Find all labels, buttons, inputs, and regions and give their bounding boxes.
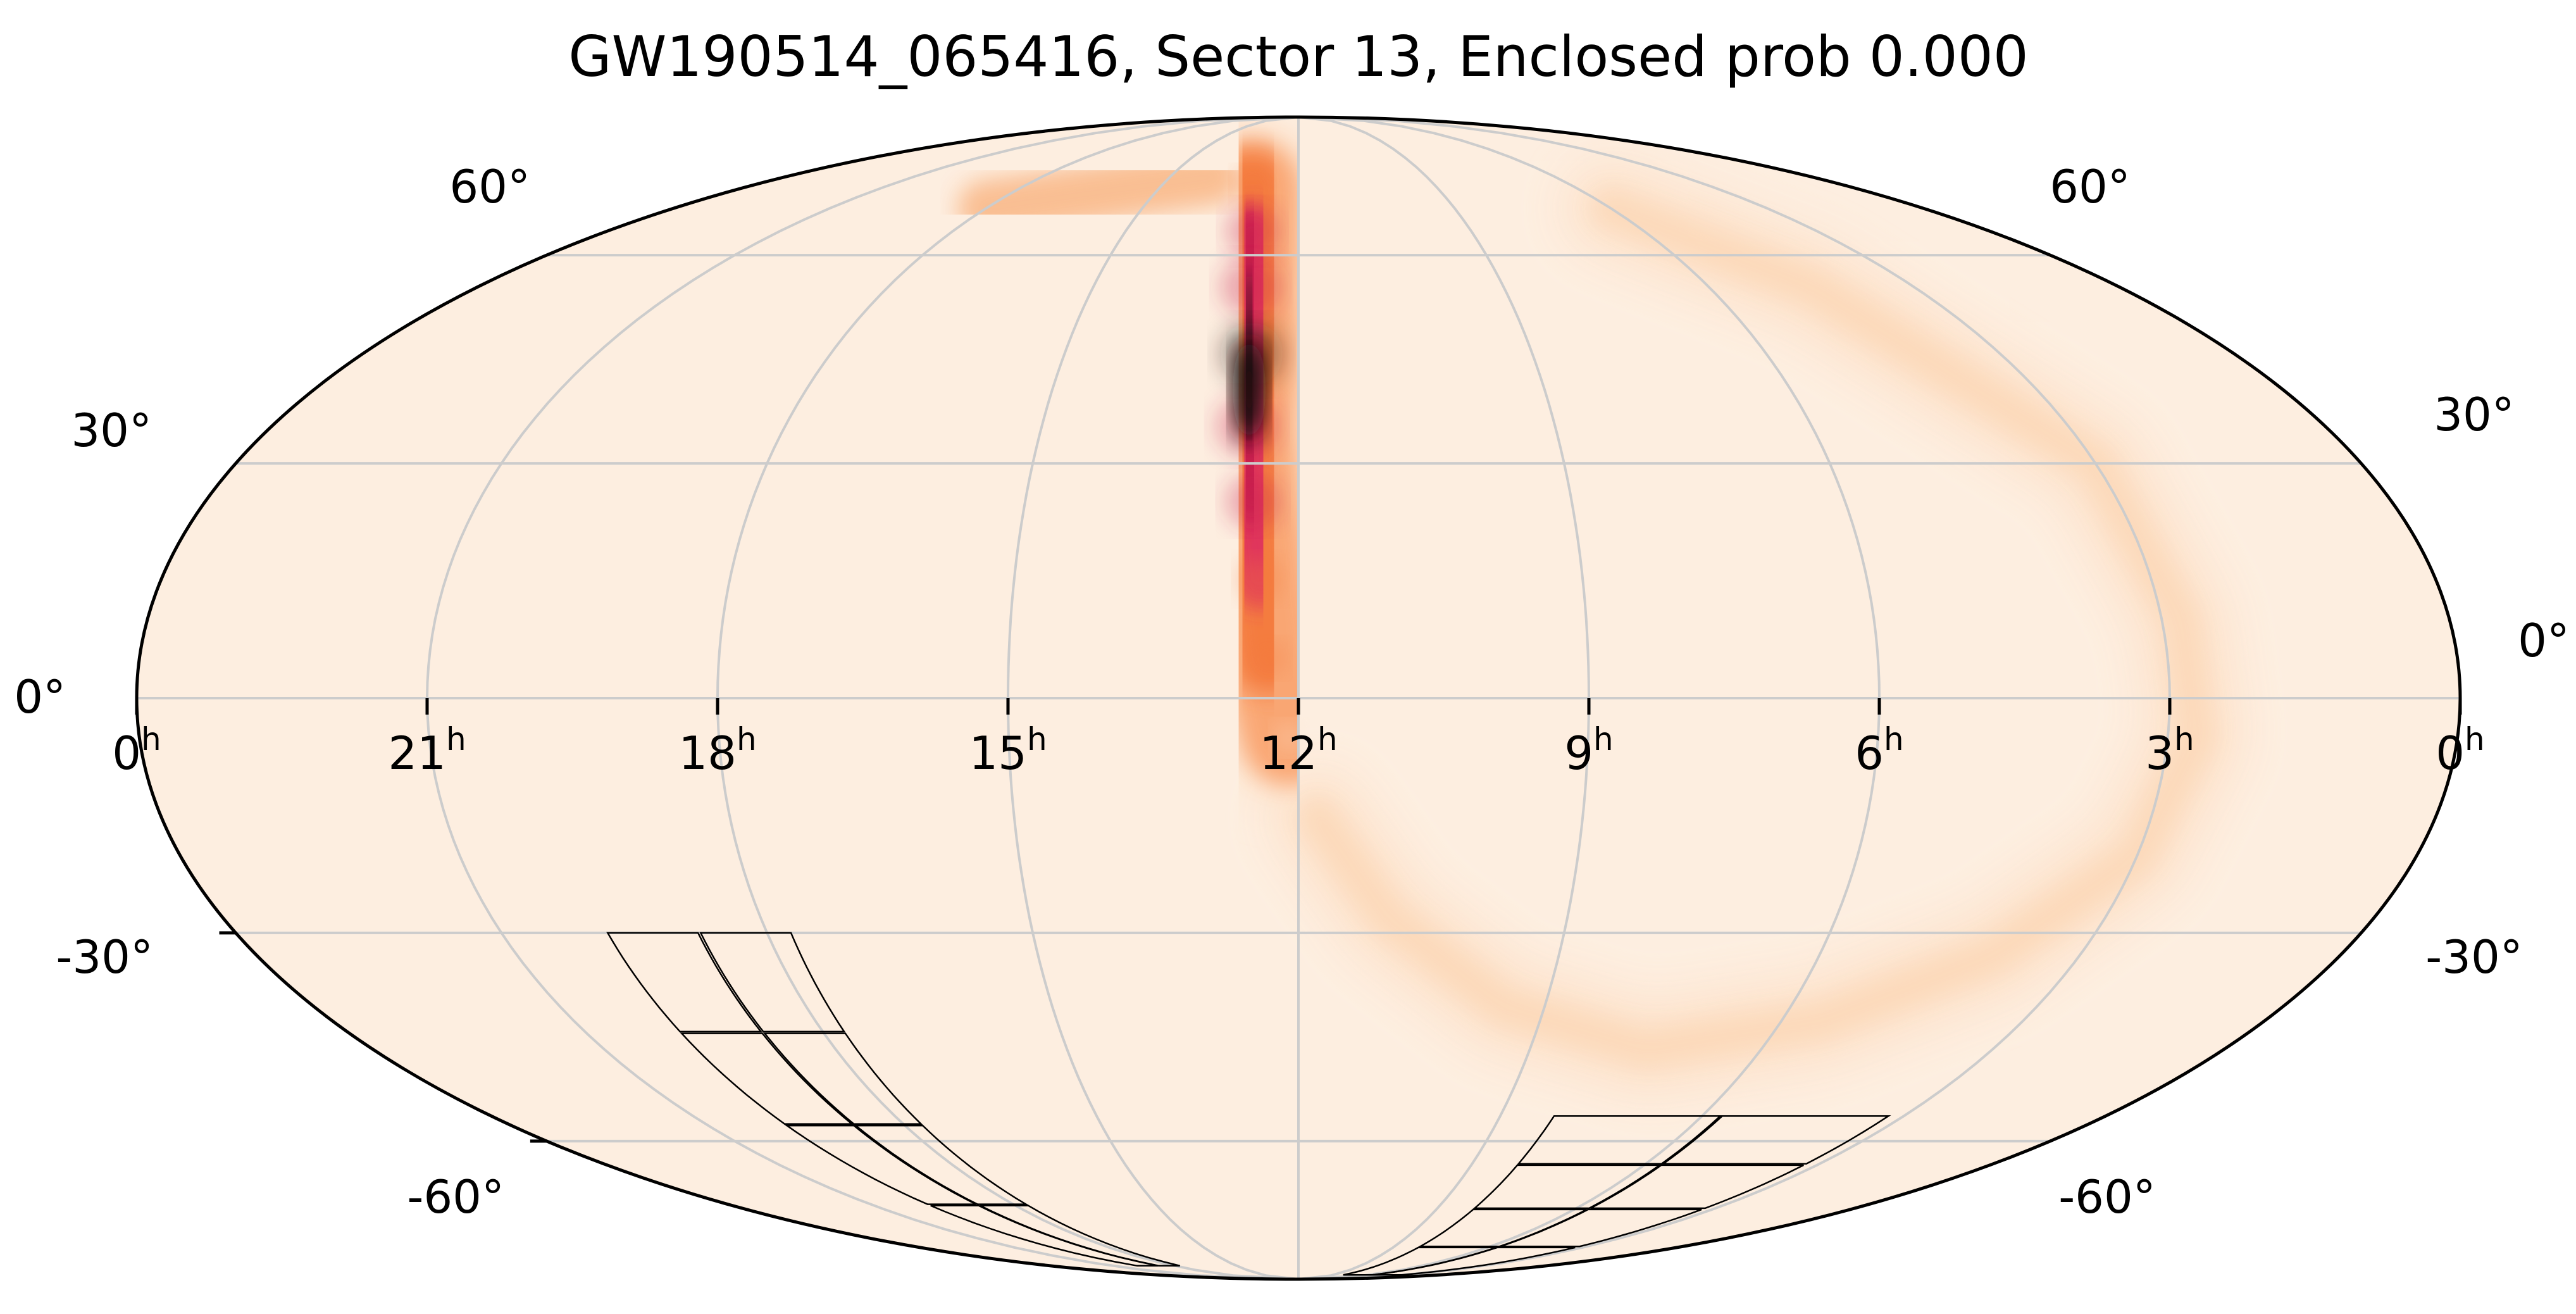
- tess-ccd: [1372, 1246, 1576, 1276]
- tess-ccd: [1500, 1208, 1702, 1248]
- ra-tick-label: 3h: [2145, 721, 2194, 780]
- tess-sector-footprint: [606, 932, 1891, 1276]
- prob-ridge-point: [1226, 205, 1279, 258]
- ra-tick-label: 0h: [2436, 721, 2485, 780]
- ra-tick-label: 21h: [388, 721, 466, 780]
- prob-ridge-point: [1226, 474, 1280, 529]
- chart-title: GW190514_065416, Sector 13, Enclosed pro…: [568, 24, 2028, 89]
- tess-ccd: [762, 1032, 923, 1125]
- ra-tick-labels: 0h 21h 18h 15h 12h 9h 6h 3h 0h: [112, 698, 2485, 780]
- tess-ccd: [699, 932, 846, 1033]
- ra-tick-label: 9h: [1564, 721, 1614, 780]
- prob-ridge-point: [1235, 169, 1270, 204]
- prob-ridge-point: [1221, 257, 1281, 317]
- tess-ccd: [680, 1032, 854, 1125]
- ra-tick-label: 15h: [969, 721, 1047, 780]
- dec-tick-labels: 60° 60° 30° 30° 0° 0° -30° -30° -60° -60°: [14, 160, 2570, 1223]
- ra-tick-label: 12h: [1259, 721, 1337, 780]
- tess-ccd: [1472, 1164, 1662, 1210]
- dec-tick-label-right: 30°: [2434, 388, 2515, 441]
- prob-ridge-point: [1252, 641, 1286, 675]
- prob-peak: [1233, 339, 1266, 441]
- dec-tick-label-left: -60°: [407, 1170, 504, 1223]
- ra-tick-label: 0h: [112, 721, 161, 780]
- dec-tick-label-left: 30°: [71, 404, 152, 457]
- tess-ccd: [1590, 1164, 1804, 1210]
- dec-tick-label-left: -30°: [56, 930, 153, 984]
- prob-ridge-point: [1239, 558, 1282, 601]
- tess-ccd: [1517, 1115, 1722, 1165]
- prob-north-band: [957, 148, 1242, 237]
- prob-arc-core: [1298, 189, 2216, 1068]
- prob-ridge-point: [1274, 723, 1304, 753]
- tess-ccd: [606, 932, 763, 1033]
- dec-tick-label-right: 60°: [2050, 160, 2131, 213]
- tess-ccd: [1660, 1115, 1891, 1165]
- ra-tick-label: 6h: [1855, 721, 1904, 780]
- dec-tick-label-right: 0°: [2518, 614, 2570, 667]
- dec-tick-label-left: 0°: [14, 670, 66, 723]
- tess-ccd: [980, 1204, 1180, 1267]
- ra-tick-label: 18h: [678, 721, 756, 780]
- dec-tick-label-left: 60°: [449, 160, 530, 213]
- tess-ccd: [1343, 1246, 1497, 1276]
- dec-tick-label-right: -60°: [2058, 1170, 2156, 1223]
- tess-ccd: [853, 1124, 1029, 1205]
- probability-heatmap: [957, 123, 2244, 1097]
- dec-tick-label-right: -30°: [2425, 930, 2523, 984]
- tess-ccd: [1417, 1208, 1588, 1248]
